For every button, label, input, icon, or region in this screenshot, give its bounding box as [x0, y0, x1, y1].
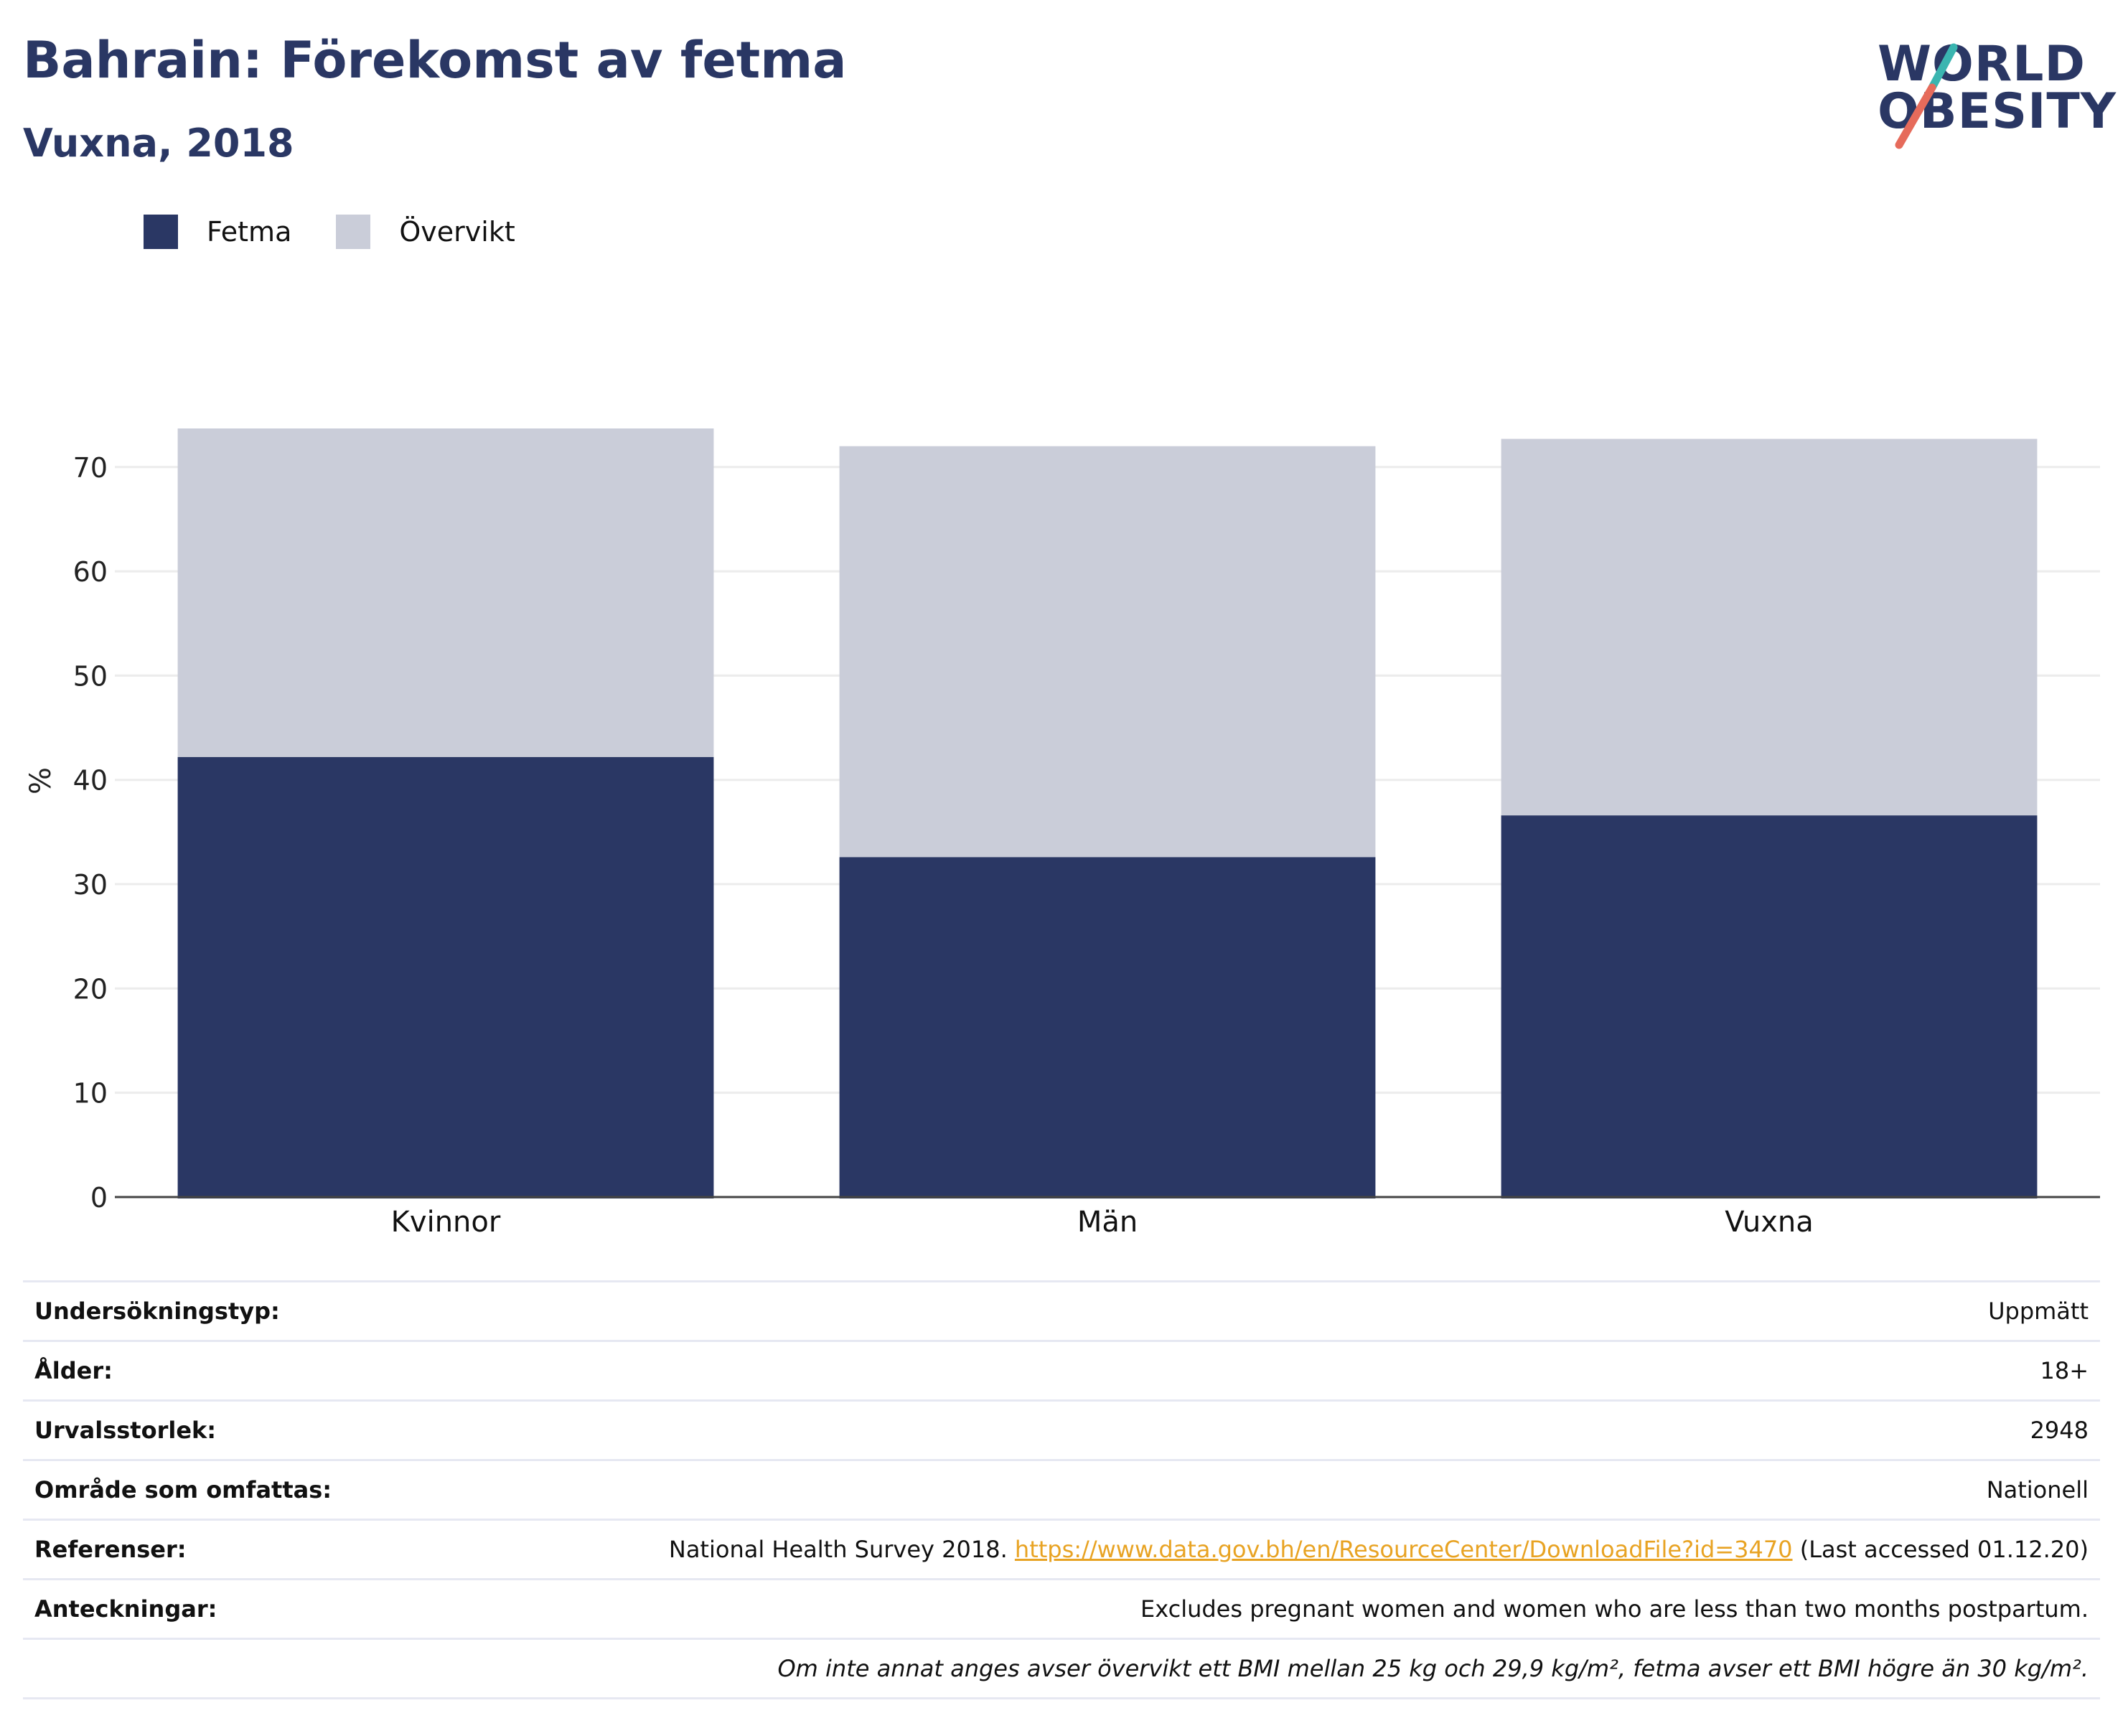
y-tick-label: 20: [73, 973, 108, 1005]
info-row-notes: Anteckningar: Excludes pregnant women an…: [23, 1580, 2100, 1640]
reference-accessed: (Last accessed 01.12.20): [1792, 1536, 2089, 1563]
legend-item-fetma: Fetma: [144, 215, 291, 249]
y-tick-label: 10: [73, 1078, 108, 1109]
chart-subtitle: Vuxna, 2018: [23, 121, 294, 166]
y-tick-label: 70: [73, 452, 108, 484]
info-row-age: Ålder: 18+: [23, 1342, 2100, 1402]
x-category-label: Män: [1077, 1206, 1138, 1239]
info-row-sample-size: Urvalsstorlek: 2948: [23, 1402, 2100, 1461]
bar-fetma-1: [839, 857, 1376, 1198]
y-tick-label: 50: [73, 660, 108, 692]
x-category-label: Vuxna: [1725, 1206, 1814, 1239]
logo-slash-icon: [1895, 43, 1958, 149]
bar-fetma-0: [177, 756, 714, 1198]
info-label: Område som omfattas:: [34, 1476, 332, 1503]
bar-overvikt-2: [1501, 438, 2038, 816]
bmi-footnote: Om inte annat anges avser övervikt ett B…: [777, 1655, 2089, 1682]
info-row-survey-type: Undersökningstyp: Uppmätt: [23, 1282, 2100, 1342]
info-table: Undersökningstyp: Uppmätt Ålder: 18+ Urv…: [23, 1280, 2100, 1699]
info-label: Undersökningstyp:: [34, 1298, 280, 1325]
legend-swatch-overvikt: [336, 215, 371, 249]
world-obesity-logo: WORLD OBESITY: [1866, 22, 2116, 151]
info-label: Ålder:: [34, 1357, 113, 1384]
x-category-label: Kvinnor: [391, 1206, 501, 1239]
legend-swatch-fetma: [144, 215, 178, 249]
legend-label-overvikt: Övervikt: [399, 216, 515, 248]
logo-line-1: WORLD: [1878, 36, 2086, 93]
y-axis-label: %: [24, 767, 57, 794]
info-value: 2948: [2030, 1417, 2089, 1444]
y-tick-label: 0: [90, 1182, 108, 1214]
info-value: Nationell: [1986, 1476, 2089, 1503]
reference-link[interactable]: https://www.data.gov.bh/en/ResourceCente…: [1014, 1536, 1793, 1563]
info-label: Urvalsstorlek:: [34, 1417, 217, 1444]
legend-item-overvikt: Övervikt: [336, 215, 515, 249]
info-value: Uppmätt: [1988, 1298, 2089, 1325]
info-row-footnote: Om inte annat anges avser övervikt ett B…: [23, 1640, 2100, 1699]
bar-overvikt-0: [177, 428, 714, 757]
y-tick-label: 60: [73, 556, 108, 588]
legend: Fetma Övervikt: [144, 212, 560, 251]
reference-text: National Health Survey 2018.: [668, 1536, 1015, 1563]
stacked-bar-chart: 0 10 20 30 40 50 60 70% Kvinnor Män Vuxna: [24, 428, 2100, 1239]
info-row-references: Referenser: National Health Survey 2018.…: [23, 1521, 2100, 1580]
legend-label-fetma: Fetma: [207, 216, 292, 248]
info-row-coverage: Område som omfattas: Nationell: [23, 1461, 2100, 1521]
bar-fetma-2: [1501, 815, 2038, 1198]
y-tick-label: 30: [73, 869, 108, 901]
bar-overvikt-1: [839, 446, 1376, 858]
chart-title: Bahrain: Förekomst av fetma: [23, 31, 847, 90]
info-value: Excludes pregnant women and women who ar…: [1140, 1595, 2089, 1623]
y-tick-label: 40: [73, 765, 108, 797]
info-label: Referenser:: [34, 1536, 187, 1563]
info-label: Anteckningar:: [34, 1595, 217, 1623]
info-value: National Health Survey 2018. https://www…: [669, 1536, 2089, 1563]
info-value: 18+: [2040, 1357, 2089, 1384]
